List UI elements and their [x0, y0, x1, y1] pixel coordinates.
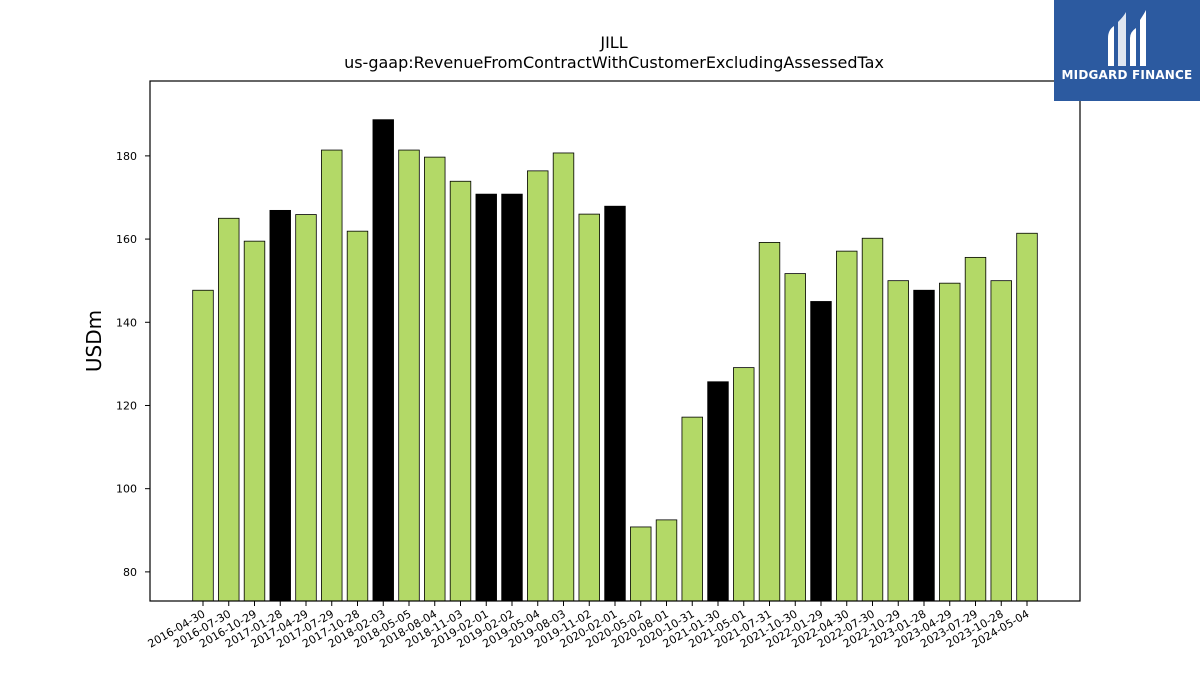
- bar-2021-05-01: [733, 367, 755, 602]
- y-tick-label: 180: [116, 150, 137, 163]
- bar-2020-08-01: [655, 519, 678, 602]
- bar-2016-10-29: [243, 240, 266, 602]
- bar-2016-04-30: [192, 289, 214, 602]
- bar-2019-08-03: [552, 152, 575, 602]
- chart-subtitle: us-gaap:RevenueFromContractWithCustomerE…: [344, 53, 884, 72]
- bar-2021-01-30: [707, 381, 729, 602]
- bar-2022-04-30: [836, 250, 858, 602]
- y-axis-label: USDm: [82, 310, 106, 372]
- y-tick-label: 140: [116, 316, 137, 329]
- bar-2016-07-30: [218, 217, 240, 602]
- bars-group: [192, 119, 1038, 602]
- bar-2022-07-30: [861, 237, 884, 602]
- bar-2017-01-28: [269, 209, 291, 602]
- bar-2023-07-29: [964, 256, 987, 602]
- bar-2020-10-31: [681, 416, 703, 602]
- logo-text: MIDGARD FINANCE: [1061, 68, 1193, 82]
- bar-2020-02-01: [604, 205, 626, 602]
- midgard-finance-logo: MIDGARD FINANCE: [1054, 0, 1200, 101]
- y-tick-label: 80: [123, 566, 137, 579]
- bar-2017-10-28: [346, 230, 369, 602]
- chart-title: JILL: [599, 33, 627, 52]
- bar-2017-07-29: [321, 149, 343, 602]
- bar-2018-11-03: [449, 180, 472, 602]
- bar-2017-04-29: [295, 214, 317, 602]
- bar-2023-10-28: [990, 280, 1012, 602]
- y-tick-label: 120: [116, 399, 137, 412]
- bar-2018-05-05: [398, 149, 420, 602]
- bar-2023-01-28: [913, 289, 935, 602]
- y-tick-label: 100: [116, 483, 137, 496]
- y-axis: 80 100 120 140 160 180: [116, 150, 150, 579]
- bar-2018-02-03: [372, 119, 394, 602]
- bar-2018-08-04: [424, 156, 446, 602]
- x-axis: 2016-04-302016-07-302016-10-292017-01-28…: [146, 601, 1032, 651]
- bar-2019-02-01: [475, 193, 497, 602]
- bar-2020-05-02: [630, 526, 652, 602]
- bar-2022-01-29: [810, 301, 832, 602]
- bar-2019-05-04: [527, 170, 549, 602]
- bar-2023-04-29: [939, 282, 961, 602]
- y-tick-label: 160: [116, 233, 137, 246]
- plot-frame: [149, 80, 1081, 602]
- bar-2019-11-02: [578, 213, 600, 602]
- bar-2024-05-04: [1016, 232, 1038, 602]
- midgard-logo-icon: [1108, 10, 1146, 66]
- bar-2019-02-02: [501, 193, 523, 602]
- bar-2022-10-29: [887, 280, 909, 602]
- bar-2021-07-31: [758, 242, 781, 602]
- bar-2021-10-30: [784, 273, 806, 602]
